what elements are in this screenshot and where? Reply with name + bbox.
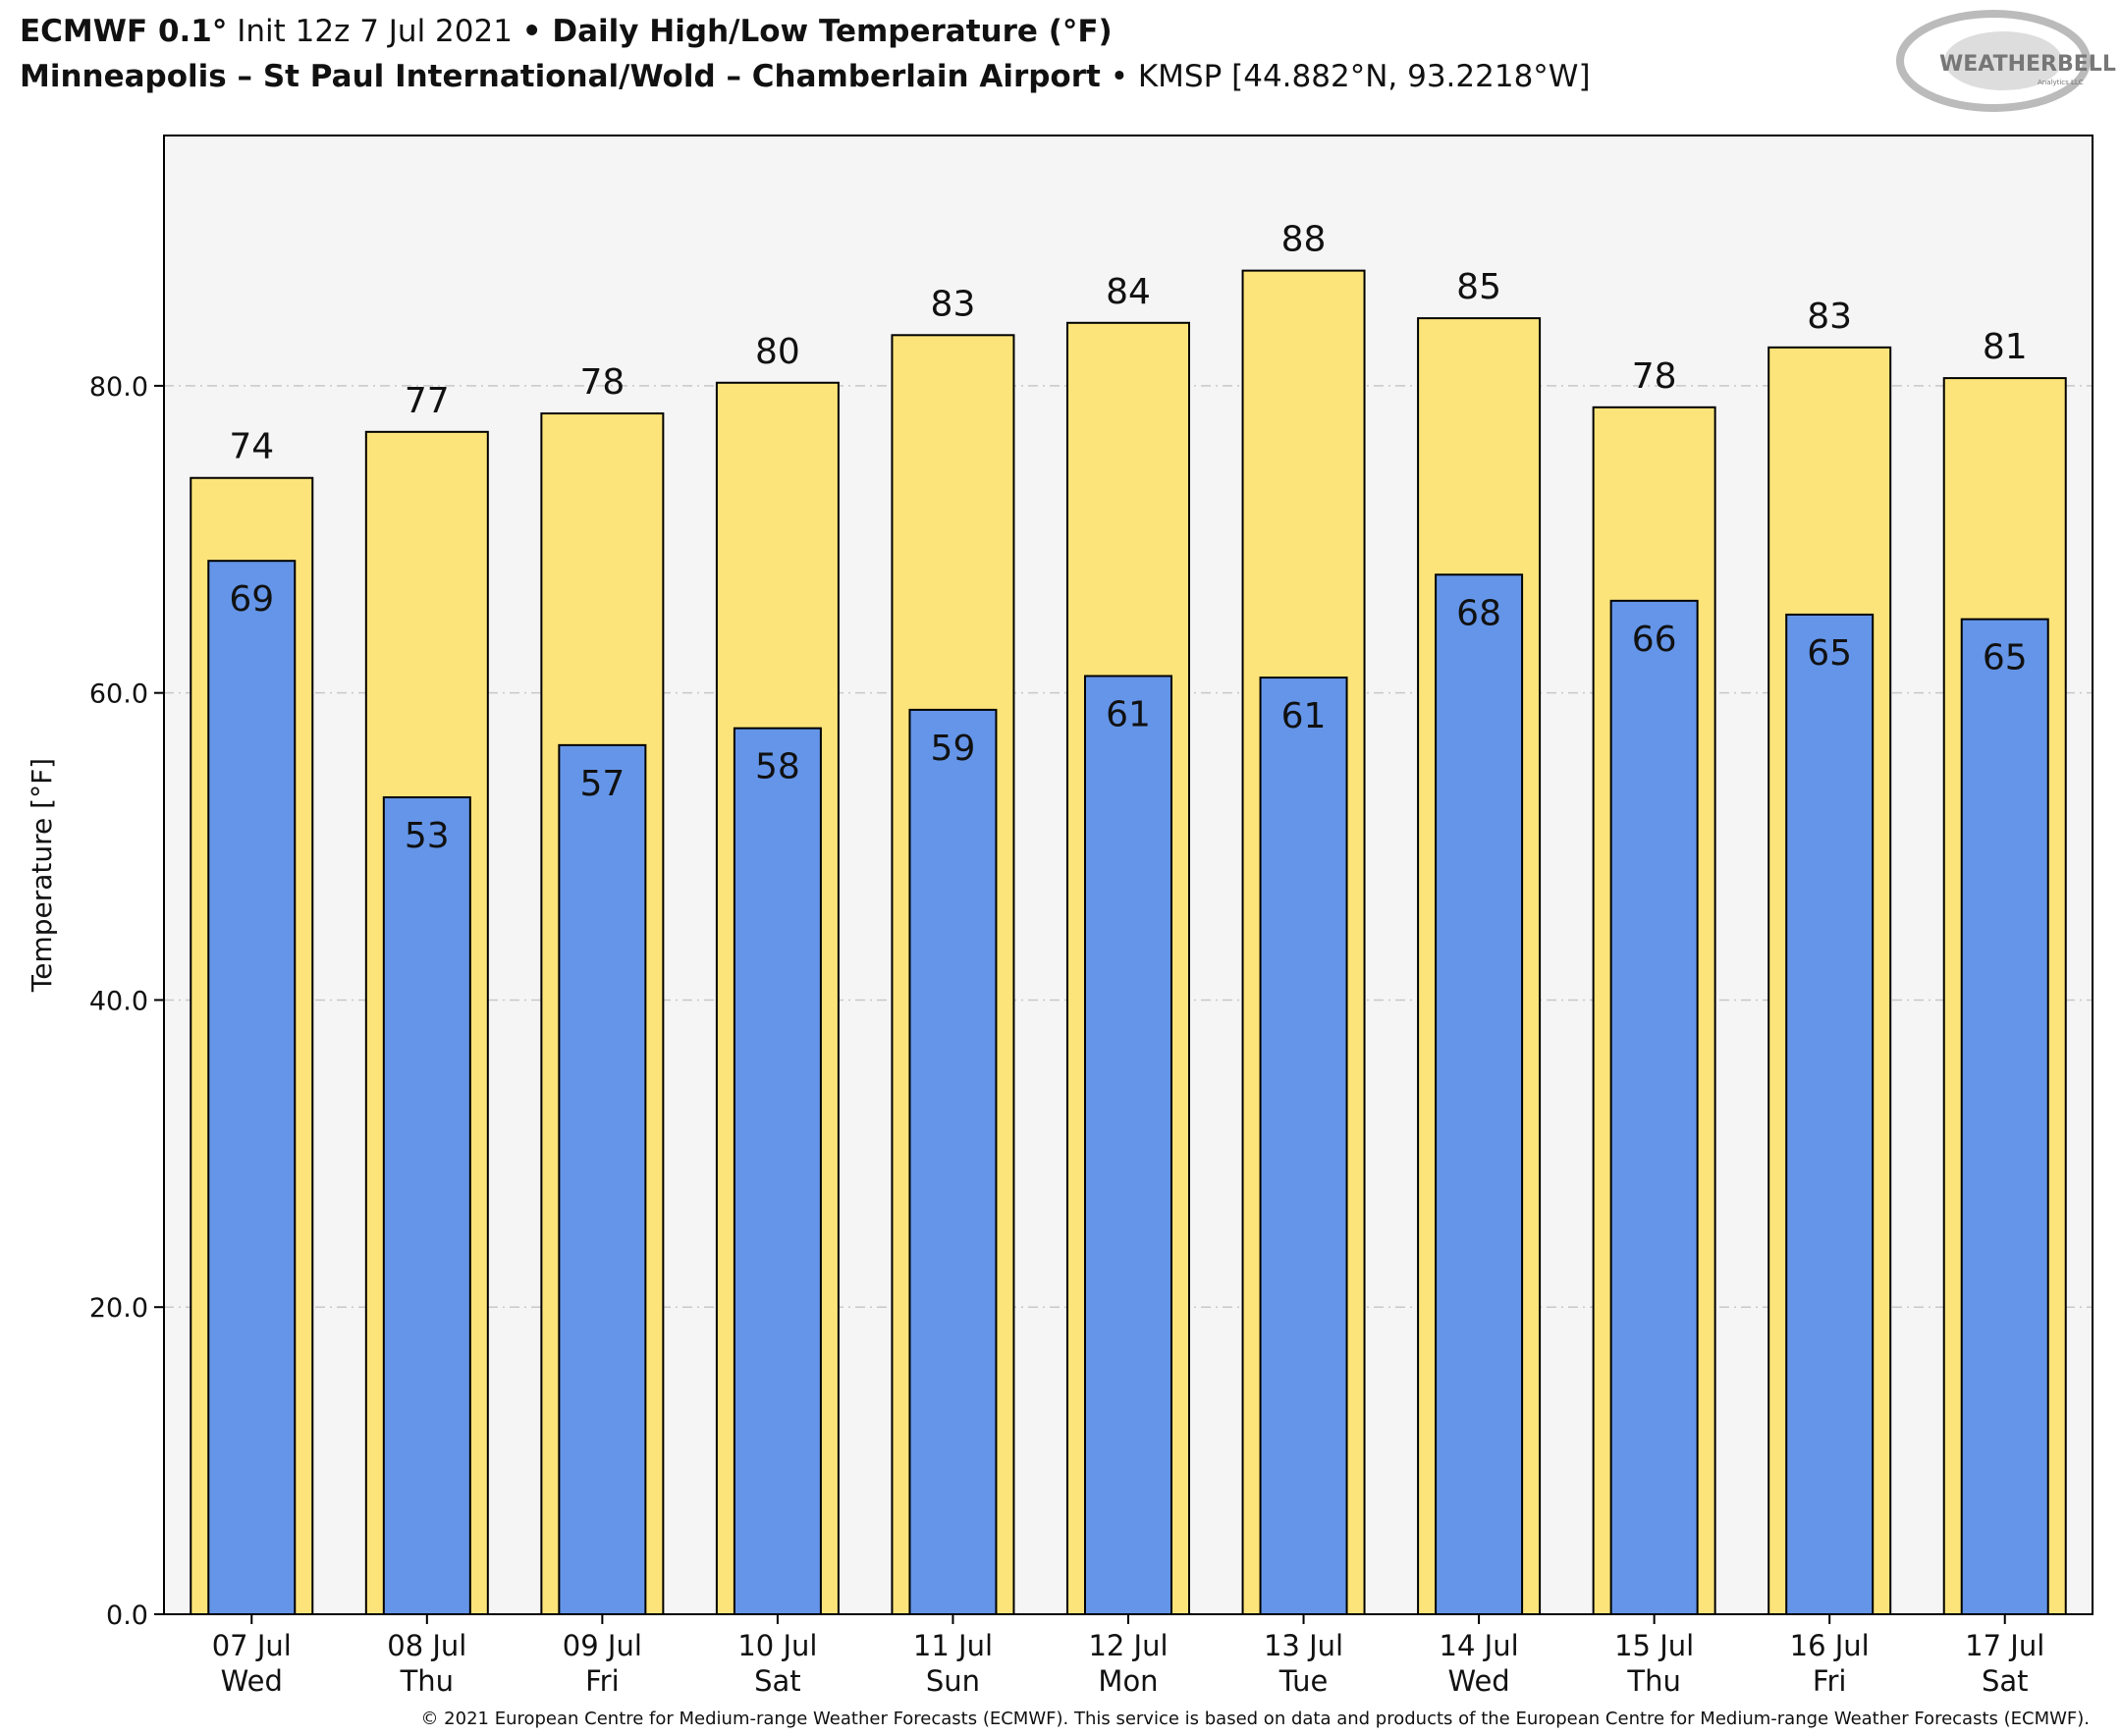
y-axis-label: Temperature [°F]	[26, 758, 58, 993]
logo-subtext: Analytics LLC	[2038, 79, 2084, 86]
low-bar	[908, 708, 998, 1615]
low-bar	[733, 727, 822, 1615]
model-name: ECMWF 0.1°	[20, 14, 227, 49]
x-tick-label-date: 16 Jul	[1790, 1629, 1870, 1662]
low-bar	[207, 560, 297, 1615]
low-bar	[1435, 573, 1524, 1615]
footer-copyright: © 2021 European Centre for Medium-range …	[420, 1709, 2090, 1729]
high-value-label: 74	[229, 427, 274, 467]
x-tick-label-date: 11 Jul	[913, 1629, 993, 1662]
low-value-label: 65	[1983, 638, 2028, 678]
weatherbell-logo: WEATHERBELL Analytics LLC	[1896, 10, 2116, 112]
high-value-label: 78	[1632, 356, 1677, 397]
station-separator: •	[1101, 59, 1138, 94]
low-value-label: 66	[1632, 620, 1677, 660]
y-tick-label: 0.0	[106, 1600, 148, 1631]
x-tick-label-weekday: Sun	[926, 1664, 980, 1698]
low-value-label: 65	[1807, 633, 1852, 674]
high-value-label: 77	[405, 381, 450, 421]
x-tick-label-weekday: Sat	[754, 1664, 801, 1698]
low-value-label: 57	[579, 764, 625, 804]
init-time: Init 12z 7 Jul 2021	[227, 14, 521, 49]
high-value-label: 80	[755, 332, 800, 372]
low-bar	[1259, 677, 1348, 1615]
y-tick-label: 80.0	[89, 372, 148, 403]
high-value-label: 83	[1807, 297, 1852, 337]
bars: 74 69 77 53 78 57 80 58 83 59 84 61 88 61 85 68 78 66 83 65…	[190, 220, 2067, 1616]
low-bar	[1084, 675, 1172, 1615]
x-tick-label-date: 10 Jul	[737, 1629, 817, 1662]
low-value-label: 59	[931, 729, 976, 769]
x-tick-label-weekday: Tue	[1278, 1664, 1329, 1698]
low-value-label: 61	[1281, 696, 1327, 736]
x-tick-label-date: 14 Jul	[1440, 1629, 1519, 1662]
chart-title: Daily High/Low Temperature (°F)	[542, 14, 1113, 49]
logo-text: WEATHERBELL	[1939, 52, 2116, 77]
high-value-label: 78	[579, 362, 625, 403]
x-tick-label-date: 13 Jul	[1264, 1629, 1343, 1662]
x-tick-label-date: 09 Jul	[563, 1629, 642, 1662]
y-tick-label: 20.0	[89, 1293, 148, 1324]
low-value-label: 58	[755, 747, 800, 787]
y-tick-label: 60.0	[89, 679, 148, 710]
high-value-label: 81	[1983, 327, 2028, 367]
station-name: Minneapolis – St Paul International/Wold…	[20, 59, 1101, 94]
x-tick-label-weekday: Fri	[585, 1664, 620, 1698]
x-tick-label-weekday: Thu	[1626, 1664, 1680, 1698]
low-value-label: 68	[1456, 593, 1501, 633]
x-tick-label-date: 12 Jul	[1088, 1629, 1168, 1662]
y-tick-label: 40.0	[89, 986, 148, 1016]
x-tick-label-weekday: Wed	[221, 1664, 283, 1698]
x-tick-label-weekday: Thu	[400, 1664, 454, 1698]
x-tick-label-date: 08 Jul	[387, 1629, 466, 1662]
low-bar	[382, 796, 471, 1615]
high-value-label: 85	[1456, 267, 1501, 307]
x-tick-label-weekday: Fri	[1813, 1664, 1847, 1698]
x-tick-label-date: 15 Jul	[1614, 1629, 1694, 1662]
title-separator: •	[522, 14, 542, 49]
low-bar	[1960, 618, 2049, 1615]
low-bar	[1609, 599, 1699, 1615]
low-value-label: 61	[1106, 694, 1151, 734]
high-value-label: 84	[1106, 272, 1151, 312]
x-tick-label-weekday: Wed	[1447, 1664, 1509, 1698]
x-tick-label-date: 17 Jul	[1965, 1629, 2044, 1662]
x-tick-label-date: 07 Jul	[212, 1629, 292, 1662]
low-bar	[558, 743, 647, 1615]
chart-title-line2: Minneapolis – St Paul International/Wold…	[20, 59, 1591, 94]
low-value-label: 69	[229, 579, 274, 620]
chart-title-line1: ECMWF 0.1° Init 12z 7 Jul 2021 • Daily H…	[20, 14, 1113, 49]
high-value-label: 83	[931, 284, 976, 324]
low-bar	[1785, 613, 1875, 1615]
x-tick-label-weekday: Sat	[1982, 1664, 2029, 1698]
station-coords: KMSP [44.882°N, 93.2218°W]	[1138, 59, 1591, 94]
low-value-label: 53	[405, 816, 450, 856]
x-tick-label-weekday: Mon	[1098, 1664, 1158, 1698]
high-value-label: 88	[1281, 220, 1327, 260]
